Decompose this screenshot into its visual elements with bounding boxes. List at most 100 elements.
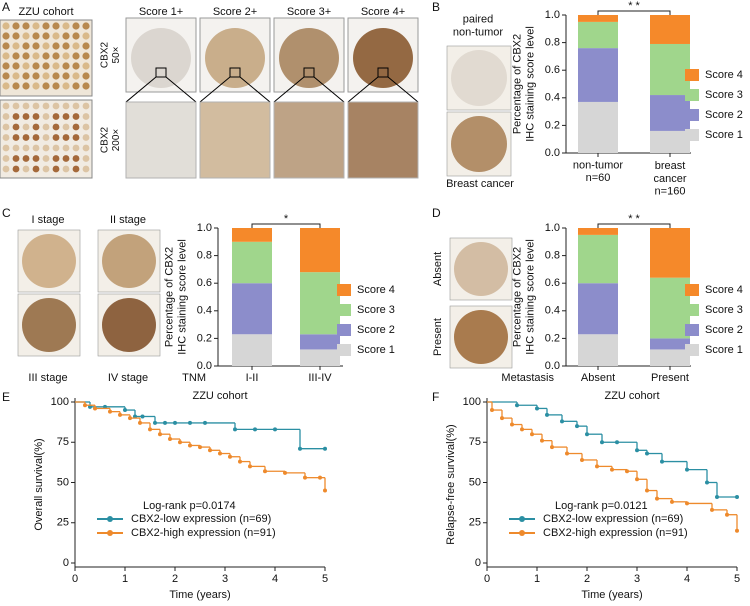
tma-core	[22, 32, 30, 40]
censor-mark	[248, 464, 252, 469]
tma-core	[12, 62, 20, 70]
chart-title: ZZU cohort	[192, 390, 247, 402]
tma-core	[62, 144, 70, 152]
panel-label: B	[432, 0, 440, 14]
y-tick-label: 25	[469, 517, 481, 529]
stage-label: I stage	[31, 214, 64, 226]
x-tick-label: 5	[734, 573, 740, 585]
panel-label: D	[432, 206, 441, 220]
x-axis-label: Metastasis	[501, 372, 554, 384]
y-tick-label: 0.0	[197, 360, 212, 372]
censor-mark	[655, 496, 659, 501]
censor-mark	[323, 446, 327, 451]
censor-mark	[595, 464, 599, 469]
censor-mark	[323, 488, 327, 493]
tma-core	[12, 144, 20, 152]
tissue-image-core	[102, 234, 156, 288]
tma-core	[72, 113, 80, 120]
cohort-label: ZZU cohort	[18, 6, 73, 18]
censor-mark	[715, 494, 719, 499]
tma-core	[12, 113, 20, 120]
tissue-image-core	[454, 242, 508, 296]
censor-mark	[253, 427, 257, 432]
tma-core	[42, 62, 50, 70]
tma-core	[62, 62, 70, 70]
censor-mark	[263, 469, 267, 474]
tissue-image-core	[102, 298, 156, 352]
x-tick-label: 1	[534, 573, 540, 585]
tma-core	[72, 22, 80, 30]
tma-core	[32, 22, 40, 30]
tma-core	[42, 123, 50, 131]
legend-label: Score 4	[705, 69, 743, 81]
tma-core	[2, 123, 10, 131]
y-tick-label: 75	[469, 436, 481, 448]
panel-label: A	[2, 0, 10, 14]
y-tick-label: 0.4	[545, 92, 560, 104]
censor-mark	[178, 440, 182, 445]
tma-core	[2, 42, 10, 50]
bar-segment	[578, 228, 618, 235]
censor-mark	[208, 448, 212, 453]
stage-label: III stage	[28, 372, 67, 384]
bar-segment	[232, 228, 272, 242]
tma-core	[72, 72, 80, 80]
legend-label: CBX2-high expression (n=91)	[131, 527, 276, 539]
tma-core	[32, 134, 40, 141]
tma-core	[82, 22, 90, 30]
zoom-image	[199, 101, 271, 179]
tma-core	[22, 22, 30, 30]
tma-core	[22, 52, 30, 60]
tma-core	[62, 113, 70, 120]
tma-core	[32, 82, 40, 90]
tma-core	[2, 155, 10, 162]
bar-segment	[300, 334, 340, 350]
zoom-line	[347, 76, 379, 103]
tma-core	[279, 28, 339, 88]
legend-swatch	[685, 344, 699, 356]
tma-core	[52, 155, 60, 162]
panel-label: F	[432, 390, 439, 404]
censor-mark	[123, 408, 127, 413]
censor-mark	[188, 443, 192, 448]
y-tick-label: 0.2	[197, 332, 212, 344]
x-tick-label: 0	[72, 573, 78, 585]
x-axis-label: TNM	[182, 372, 206, 384]
censor-mark	[735, 528, 739, 533]
bar-segment	[650, 338, 690, 350]
censor-mark	[158, 432, 162, 437]
censor-mark	[83, 403, 87, 408]
bar-segment	[650, 43, 690, 96]
censor-mark	[520, 427, 524, 432]
censor-mark	[148, 427, 152, 432]
x-tick-label: 4	[684, 573, 690, 585]
censor-mark	[218, 451, 222, 456]
tma-core	[42, 52, 50, 60]
tma-core	[72, 42, 80, 50]
y-axis-label: Percentage of CBX2IHC staining score lev…	[512, 239, 537, 355]
y-tick-label: 0	[63, 557, 69, 569]
censor-mark	[490, 408, 494, 413]
y-tick-label: 1.0	[197, 222, 212, 234]
legend-label: Score 1	[357, 344, 395, 356]
tma-core	[12, 52, 20, 60]
tissue-image-core	[22, 234, 76, 288]
tma-core	[32, 32, 40, 40]
y-tick-label: 0.4	[545, 305, 560, 317]
tma-core	[72, 82, 80, 90]
x-tick-label: 1	[122, 573, 128, 585]
censor-mark	[645, 451, 649, 456]
tma-core	[22, 123, 30, 131]
tma-core	[82, 52, 90, 60]
tma-core	[353, 28, 413, 88]
legend-label: Score 2	[705, 324, 743, 336]
tma-core	[62, 72, 70, 80]
y-tick-label: 25	[57, 517, 69, 529]
tma-core	[62, 165, 70, 173]
tma-core	[42, 32, 50, 40]
tma-core	[12, 155, 20, 162]
tma-core	[2, 113, 10, 120]
censor-mark	[168, 437, 172, 442]
tma-core	[82, 165, 90, 173]
x-tick-label: Absent	[581, 372, 615, 384]
